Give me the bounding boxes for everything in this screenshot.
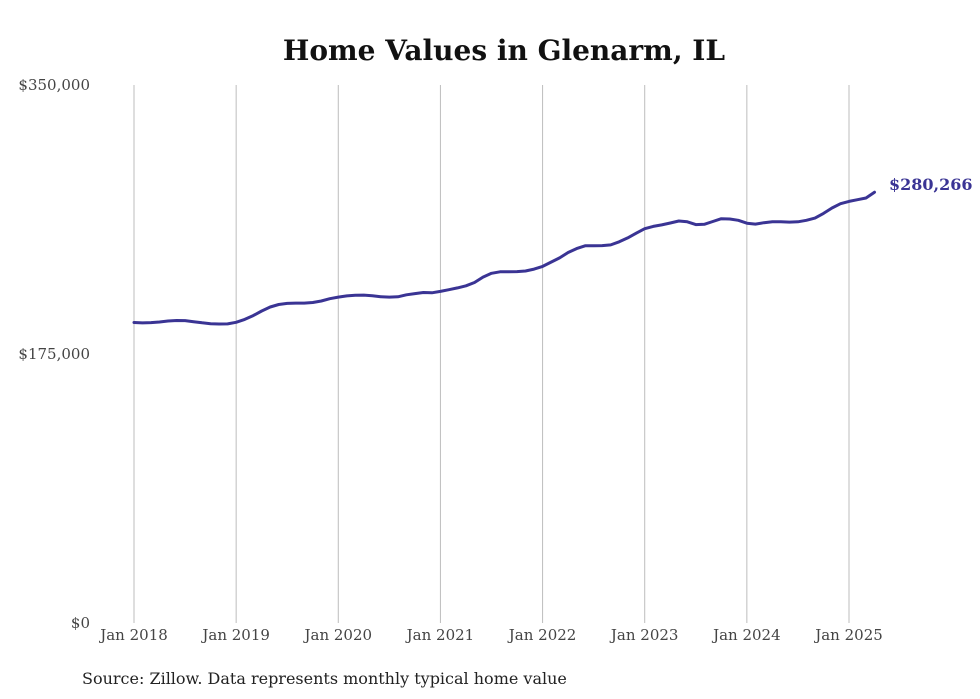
x-tick-label-2020: Jan 2020 [303, 626, 373, 644]
x-tick-label-2024: Jan 2024 [711, 626, 781, 644]
y-axis-ticks: $0 $175,000 $350,000 [18, 76, 90, 632]
source-note: Source: Zillow. Data represents monthly … [82, 669, 567, 688]
y-tick-label-175000: $175,000 [18, 345, 90, 363]
grid-lines [133, 85, 850, 623]
x-tick-label-2025: Jan 2025 [813, 626, 883, 644]
y-tick-label-350000: $350,000 [18, 76, 90, 94]
x-tick-label-2022: Jan 2022 [507, 626, 577, 644]
x-tick-label-2021: Jan 2021 [405, 626, 475, 644]
x-axis-ticks: Jan 2018 Jan 2019 Jan 2020 Jan 2021 Jan 2022… [98, 626, 883, 644]
end-value-label: $280,266 [889, 175, 973, 194]
x-tick-label-2019: Jan 2019 [200, 626, 270, 644]
y-tick-label-0: $0 [71, 614, 90, 632]
x-tick-label-2023: Jan 2023 [609, 626, 679, 644]
series-line-home-value [132, 190, 876, 326]
x-tick-label-2018: Jan 2018 [98, 626, 168, 644]
chart-title: Home Values in Glenarm, IL [283, 34, 726, 67]
